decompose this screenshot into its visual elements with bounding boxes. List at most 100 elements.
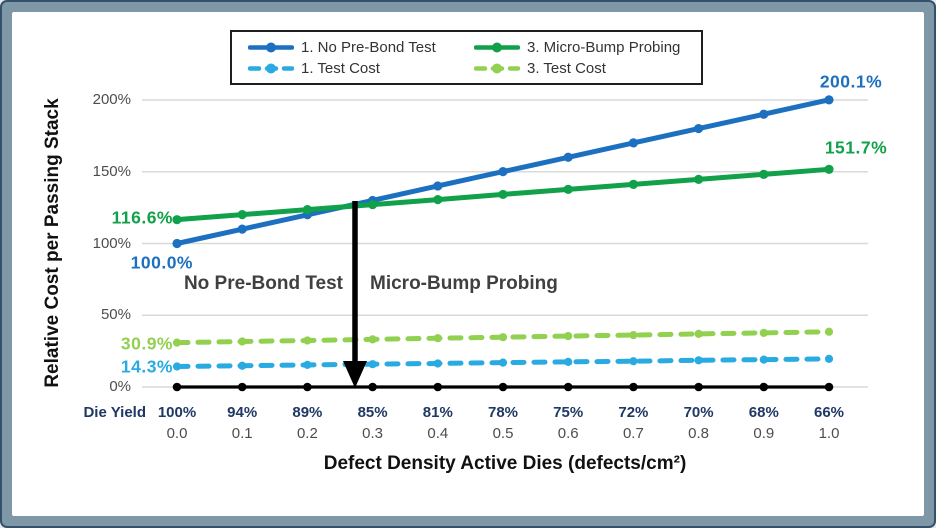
series-marker-4 [564,331,573,341]
legend-item-3: 1. Test Cost [248,60,474,77]
series-marker-4 [433,334,442,343]
series-marker-4 [759,328,768,338]
die-yield-value: 66% [813,404,845,421]
x-tick-label: 0.6 [557,425,579,442]
series-marker-3 [303,360,312,370]
x-axis-marker [824,382,834,392]
die-yield-value: 100% [157,404,197,421]
x-axis-marker [759,382,769,392]
x-axis-marker [303,382,312,392]
series-marker-1 [563,152,573,162]
series-marker-1 [172,238,182,249]
legend-swatch-solid-line-icon [474,42,520,52]
series-marker-3 [498,358,508,367]
x-axis-marker [172,382,182,392]
y-tick-label: 150% [92,162,131,180]
series-marker-1 [237,224,247,234]
x-tick-label: 0.0 [166,425,188,442]
data-label-start-series-3: 14.3% [120,356,173,377]
legend-item-label: 3. Test Cost [527,59,606,77]
legend: 1. No Pre-Bond Test 3. Micro-Bump Probing… [230,30,703,85]
die-yield-value: 78% [487,404,519,421]
legend-item-2: 3. Micro-Bump Probing [474,39,701,56]
series-marker-3 [824,354,834,363]
series-marker-4 [303,336,312,345]
data-label-start-series-1: 100.0% [130,252,193,273]
data-label-end-series-1: 200.1% [819,71,883,92]
y-tick-label: 50% [100,306,131,324]
crossover-arrow-head [343,361,367,388]
series-marker-1 [628,138,639,148]
annotation-no-pre-bond-test: No Pre-Bond Test [183,273,343,294]
data-label-start-series-2: 116.6% [111,207,173,228]
die-yield-value: 94% [227,404,258,421]
series-marker-3 [629,357,638,366]
x-tick-label: 0.8 [688,425,710,442]
series-marker-4 [629,330,638,340]
die-yield-value: 68% [748,404,779,421]
x-tick-label: 0.1 [231,425,253,442]
series-marker-2 [694,174,704,184]
series-marker-2 [302,205,312,215]
legend-item-label: 1. Test Cost [301,59,380,77]
series-marker-4 [238,337,247,346]
series-marker-3 [759,355,768,364]
y-axis-title: Relative Cost per Passing Stack [42,98,63,388]
x-axis-title: Defect Density Active Dies (defects/cm²) [323,453,687,474]
legend-item-label: 1. No Pre-Bond Test [301,38,436,56]
legend-swatch-dashed-line-icon [248,63,294,73]
y-tick-label: 100% [92,234,131,252]
die-yield-row-label: Die Yield [83,404,146,421]
x-tick-label: 0.3 [362,425,384,442]
x-axis-marker [237,382,247,392]
data-label-start-series-4: 30.9% [120,333,173,354]
legend-item-4: 3. Test Cost [474,60,701,77]
series-marker-1 [498,167,508,177]
series-marker-2 [563,184,573,195]
x-tick-label: 0.9 [753,425,775,442]
annotation-micro-bump-probing: Micro-Bump Probing [370,273,558,294]
x-axis-marker [368,382,377,392]
y-tick-label: 200% [92,91,131,108]
series-marker-2 [237,210,247,220]
series-marker-3 [368,360,377,369]
series-marker-2 [498,189,508,200]
series-marker-1 [433,181,443,191]
x-axis-marker [498,382,508,392]
y-tick-label: 0% [109,378,131,395]
legend-item-1: 1. No Pre-Bond Test [248,39,474,56]
series-marker-3 [564,357,573,366]
series-marker-2 [824,164,834,174]
legend-swatch-dashed-line-icon [474,63,520,73]
series-marker-2 [628,179,639,189]
x-axis-marker [629,382,638,392]
series-marker-4 [172,338,182,347]
series-marker-4 [498,333,508,342]
die-yield-value: 89% [292,404,323,421]
x-tick-label: 0.2 [296,425,318,442]
x-tick-label: 1.0 [818,425,840,442]
series-marker-1 [694,123,704,134]
chart-background [12,12,924,516]
x-tick-label: 0.4 [427,425,449,442]
series-marker-2 [759,169,769,179]
data-label-end-series-2: 151.7% [824,137,888,158]
series-marker-4 [368,335,377,344]
series-marker-3 [694,356,703,365]
legend-item-label: 3. Micro-Bump Probing [527,38,681,56]
series-marker-3 [172,362,182,371]
die-yield-value: 75% [553,404,584,421]
series-marker-1 [824,95,834,105]
legend-swatch-solid-line-icon [248,42,294,52]
die-yield-value: 81% [422,404,453,421]
x-axis-marker [694,382,703,392]
x-tick-label: 0.5 [492,425,514,442]
die-yield-value: 70% [683,404,714,421]
x-axis-marker [563,382,573,392]
series-marker-3 [433,359,442,368]
die-yield-value: 85% [357,404,388,421]
series-marker-3 [238,361,247,370]
